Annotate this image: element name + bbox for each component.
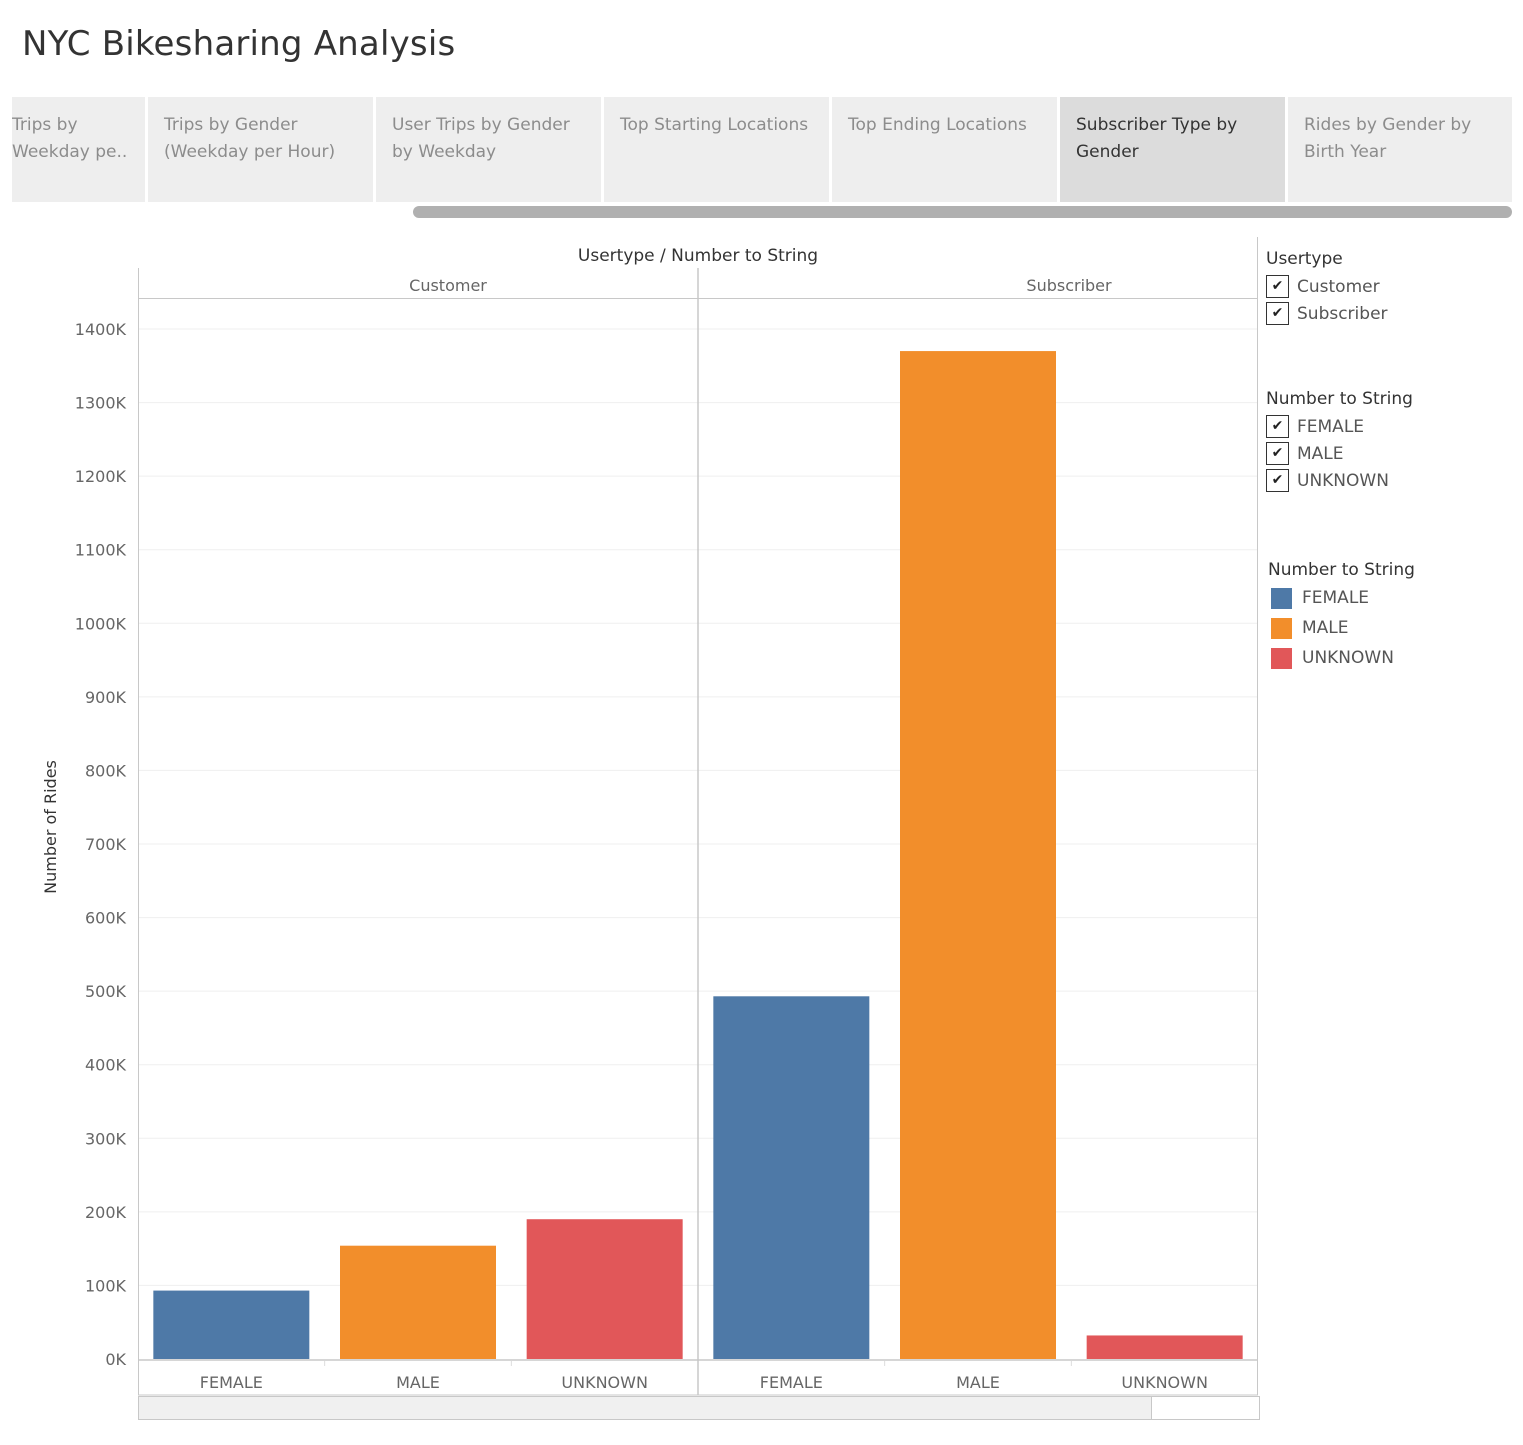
tab-label: Trips by Gender (Weekday per Hour) bbox=[164, 115, 336, 162]
y-tick-label: 200K bbox=[85, 1203, 127, 1222]
usertype-filter-title: Usertype bbox=[1266, 249, 1343, 269]
checkbox-checked-icon[interactable]: ✔ bbox=[1266, 415, 1289, 438]
legend-item-unknown[interactable]: UNKNOWN bbox=[1271, 645, 1511, 672]
usertype-filter: Usertype ✔ Customer ✔ Subscriber bbox=[1266, 249, 1516, 339]
x-category-label: FEMALE bbox=[760, 1373, 823, 1392]
tab-top-ending-locations[interactable]: Top Ending Locations bbox=[832, 97, 1057, 202]
y-tick-label: 300K bbox=[85, 1129, 127, 1148]
bar-subscriber-female[interactable] bbox=[713, 996, 870, 1359]
legend-swatch bbox=[1271, 618, 1292, 639]
tab-label: Rides by Gender by Birth Year bbox=[1304, 115, 1472, 162]
filter-item-label: UNKNOWN bbox=[1297, 471, 1389, 491]
pane-label-subscriber: Subscriber bbox=[1026, 276, 1112, 295]
y-tick-label: 1400K bbox=[75, 320, 127, 339]
x-category-label: UNKNOWN bbox=[1121, 1373, 1208, 1392]
chart-horizontal-scrollbar[interactable] bbox=[138, 1396, 1260, 1420]
x-category-label: UNKNOWN bbox=[561, 1373, 648, 1392]
checkbox-checked-icon[interactable]: ✔ bbox=[1266, 442, 1289, 465]
y-axis-title: Number of Rides bbox=[41, 760, 60, 894]
legend-item-female[interactable]: FEMALE bbox=[1271, 585, 1511, 612]
filter-item-label: Subscriber bbox=[1297, 304, 1388, 324]
x-category-label: MALE bbox=[396, 1373, 440, 1392]
tab-label: User Trips by Gender by Weekday bbox=[392, 115, 570, 162]
gender-filter-title: Number to String bbox=[1266, 389, 1413, 409]
tab-top-starting-locations[interactable]: Top Starting Locations bbox=[604, 97, 829, 202]
legend-item-label: UNKNOWN bbox=[1302, 648, 1394, 668]
scrollbar-thumb[interactable] bbox=[139, 1397, 1152, 1419]
tab-label: Top Ending Locations bbox=[848, 115, 1027, 135]
tab-label: Trips by Weekday pe.. bbox=[12, 115, 128, 162]
tabs-scrollbar[interactable] bbox=[413, 206, 1512, 218]
filter-item-customer[interactable]: ✔ Customer bbox=[1266, 274, 1506, 301]
sheet-tabs: Trips by Weekday pe.. Trips by Gender (W… bbox=[12, 97, 1512, 202]
y-tick-label: 100K bbox=[85, 1276, 127, 1295]
tab-trips-by-weekday[interactable]: Trips by Weekday pe.. bbox=[12, 97, 145, 202]
legend-swatch bbox=[1271, 648, 1292, 669]
chart-header: Usertype / Number to String bbox=[578, 246, 818, 266]
tab-trips-by-gender[interactable]: Trips by Gender (Weekday per Hour) bbox=[148, 97, 373, 202]
bar-customer-female[interactable] bbox=[153, 1290, 310, 1359]
checkbox-checked-icon[interactable]: ✔ bbox=[1266, 302, 1289, 325]
legend-item-male[interactable]: MALE bbox=[1271, 615, 1511, 642]
y-tick-label: 800K bbox=[85, 761, 127, 780]
y-tick-label: 600K bbox=[85, 909, 127, 928]
y-tick-label: 1300K bbox=[75, 394, 127, 413]
color-legend: Number to String FEMALE MALE UNKNOWN bbox=[1268, 560, 1518, 680]
y-tick-label: 700K bbox=[85, 835, 127, 854]
filter-item-label: Customer bbox=[1297, 277, 1380, 297]
legend-item-label: MALE bbox=[1302, 618, 1349, 638]
x-axis-categories: FEMALE MALE UNKNOWN FEMALE MALE UNKNOWN bbox=[200, 1373, 1208, 1392]
bar-subscriber-unknown[interactable] bbox=[1086, 1335, 1243, 1359]
gender-filter: Number to String ✔ FEMALE ✔ MALE ✔ UNKNO… bbox=[1266, 389, 1516, 509]
pane-label-customer: Customer bbox=[409, 276, 487, 295]
y-tick-label: 400K bbox=[85, 1056, 127, 1075]
color-legend-title: Number to String bbox=[1268, 560, 1415, 580]
filter-item-label: MALE bbox=[1297, 444, 1344, 464]
filter-item-label: FEMALE bbox=[1297, 417, 1365, 437]
legend-item-label: FEMALE bbox=[1302, 588, 1370, 608]
tab-label: Subscriber Type by Gender bbox=[1076, 115, 1238, 162]
tab-user-trips-by-gender[interactable]: User Trips by Gender by Weekday bbox=[376, 97, 601, 202]
y-tick-label: 500K bbox=[85, 982, 127, 1001]
bar-subscriber-male[interactable] bbox=[900, 351, 1056, 1360]
x-category-label: MALE bbox=[956, 1373, 1000, 1392]
chart-frame bbox=[138, 237, 1258, 1396]
y-tick-label: 1200K bbox=[75, 467, 127, 486]
tab-label: Top Starting Locations bbox=[620, 115, 809, 135]
checkbox-checked-icon[interactable]: ✔ bbox=[1266, 275, 1289, 298]
x-category-label: FEMALE bbox=[200, 1373, 263, 1392]
y-tick-label: 0K bbox=[105, 1350, 126, 1369]
y-axis-ticks: 0K 100K 200K 300K 400K 500K 600K 700K 800K 900K 10… bbox=[75, 320, 127, 1369]
filter-item-male[interactable]: ✔ MALE bbox=[1266, 441, 1506, 468]
dashboard-title: NYC Bikesharing Analysis bbox=[22, 24, 456, 64]
bars bbox=[153, 351, 1243, 1360]
bar-customer-unknown[interactable] bbox=[526, 1219, 683, 1359]
filter-item-unknown[interactable]: ✔ UNKNOWN bbox=[1266, 468, 1506, 495]
tab-subscriber-type-by-gender[interactable]: Subscriber Type by Gender bbox=[1060, 97, 1285, 202]
filter-item-female[interactable]: ✔ FEMALE bbox=[1266, 414, 1506, 441]
y-tick-label: 900K bbox=[85, 688, 127, 707]
y-tick-label: 1000K bbox=[75, 614, 127, 633]
y-tick-label: 1100K bbox=[75, 541, 127, 560]
filter-item-subscriber[interactable]: ✔ Subscriber bbox=[1266, 301, 1506, 328]
bar-customer-male[interactable] bbox=[340, 1245, 496, 1359]
checkbox-checked-icon[interactable]: ✔ bbox=[1266, 469, 1289, 492]
legend-swatch bbox=[1271, 588, 1292, 609]
tab-rides-by-gender-by-birth-year[interactable]: Rides by Gender by Birth Year bbox=[1288, 97, 1512, 202]
